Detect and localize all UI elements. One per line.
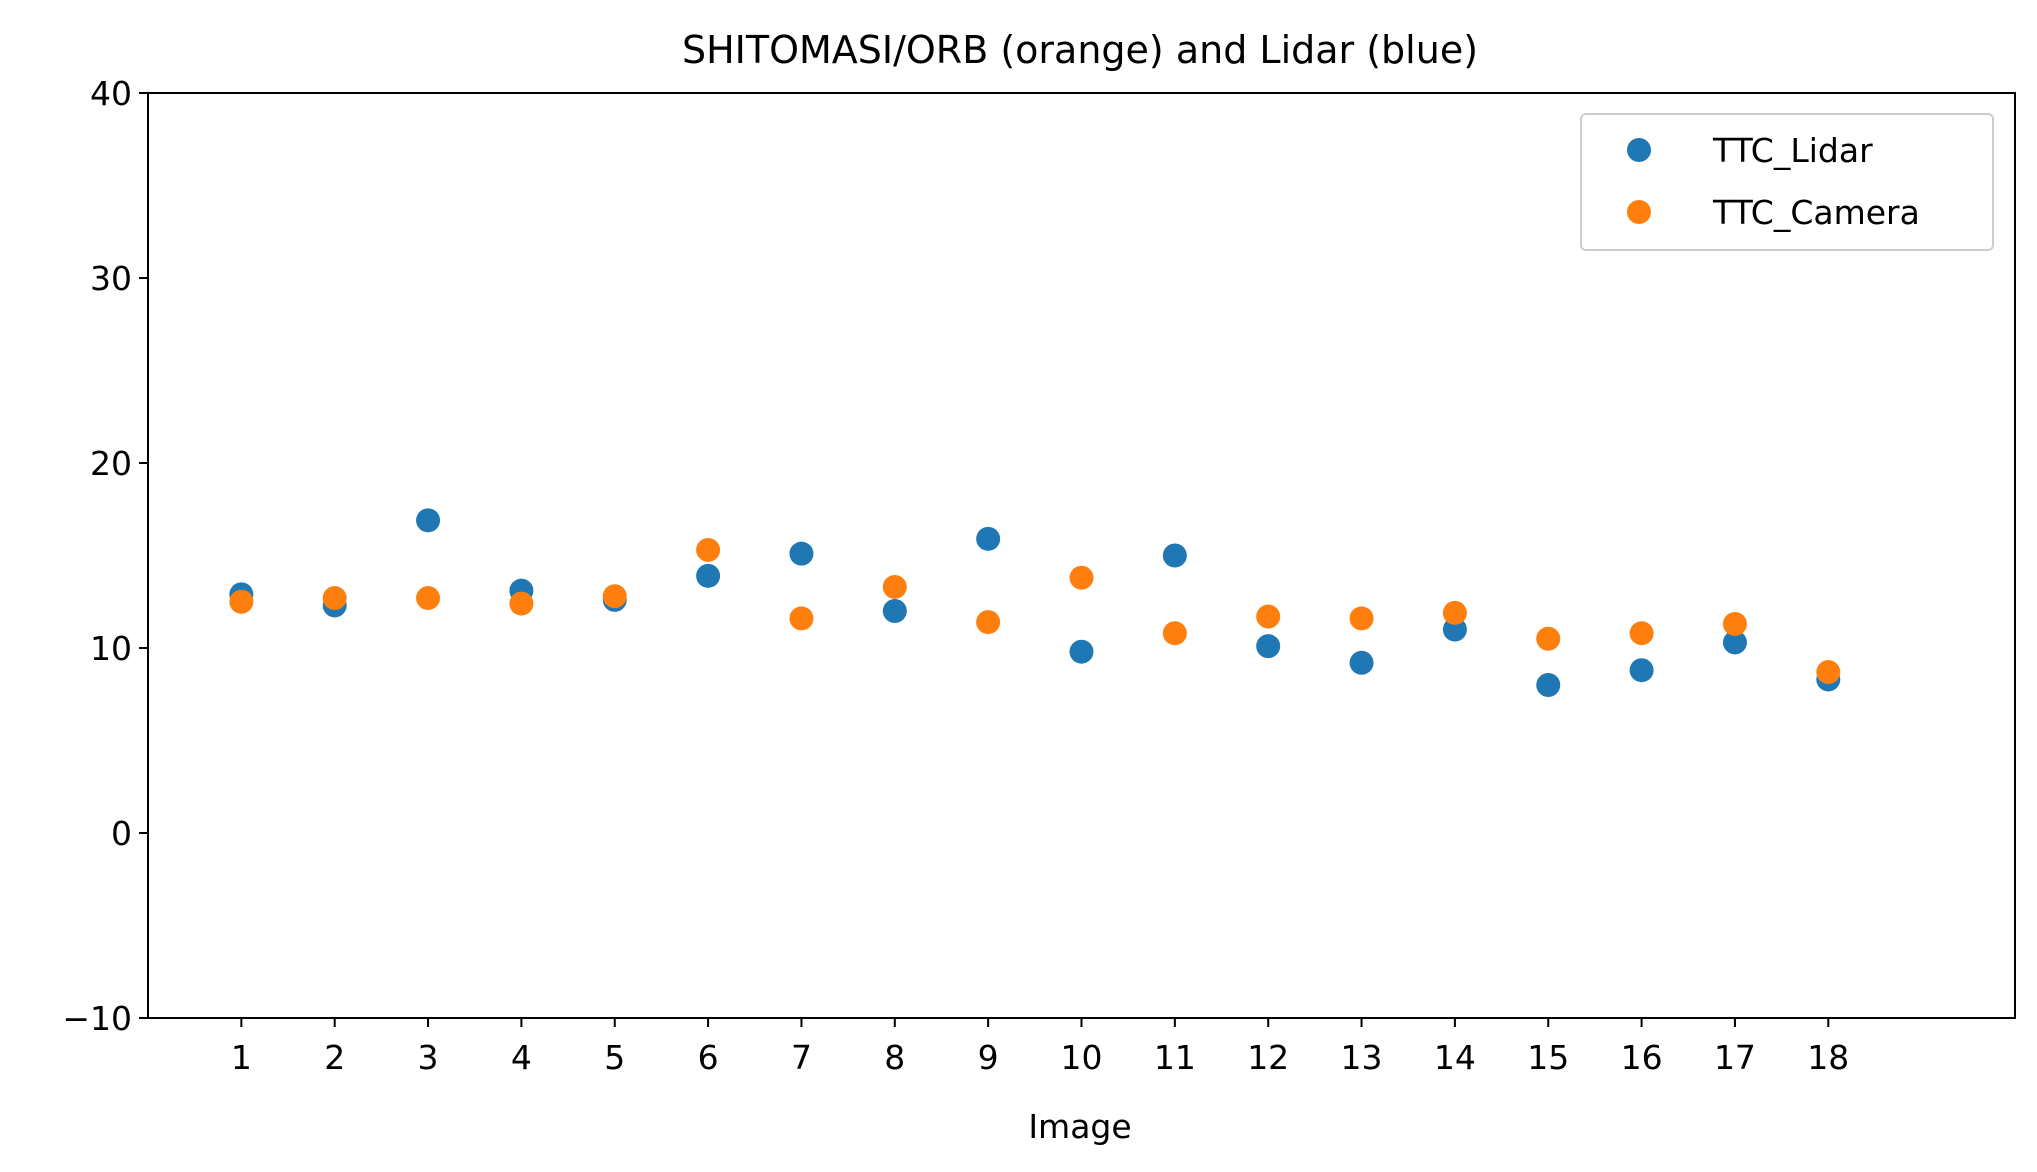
data-point-ttc-camera (602, 584, 627, 609)
legend-label: TTC_Camera (1712, 193, 1920, 232)
x-tick-label: 9 (978, 1038, 999, 1077)
x-tick-label: 4 (511, 1038, 532, 1077)
data-point-ttc-lidar (882, 599, 907, 623)
data-point-ttc-lidar (416, 508, 441, 533)
y-tick-label: 20 (90, 444, 132, 483)
data-point-ttc-lidar (1442, 617, 1467, 642)
legend-box (1580, 113, 1994, 251)
y-tick-label: 40 (90, 74, 132, 113)
data-point-ttc-camera (1069, 565, 1094, 590)
y-tick-label: 30 (90, 259, 132, 298)
legend-label: TTC_Lidar (1712, 131, 1873, 170)
data-point-ttc-camera (1442, 600, 1467, 625)
data-point-ttc-lidar (789, 541, 814, 566)
data-point-ttc-camera (229, 589, 254, 614)
data-point-ttc-lidar (976, 526, 1001, 551)
x-tick-label: 7 (791, 1038, 812, 1077)
data-point-ttc-lidar (1162, 543, 1187, 568)
x-tick-label: 3 (418, 1038, 439, 1077)
x-tick-label: 2 (324, 1038, 345, 1077)
y-tick-label: −10 (62, 999, 132, 1038)
data-point-ttc-camera (976, 610, 1001, 635)
data-point-ttc-camera (322, 586, 347, 611)
data-point-ttc-lidar (1536, 673, 1561, 697)
y-tick-label: 10 (90, 629, 132, 668)
data-point-ttc-camera (882, 574, 907, 599)
data-point-ttc-camera (1816, 660, 1841, 685)
data-point-ttc-lidar (1349, 650, 1374, 675)
data-point-ttc-lidar (1069, 639, 1094, 664)
x-tick-label: 11 (1154, 1038, 1196, 1077)
x-tick-label: 12 (1247, 1038, 1289, 1077)
x-tick-label: 8 (884, 1038, 905, 1077)
x-tick-label: 5 (604, 1038, 625, 1077)
x-tick-label: 16 (1621, 1038, 1663, 1077)
x-tick-label: 17 (1714, 1038, 1756, 1077)
data-point-ttc-lidar (1722, 630, 1747, 655)
x-tick-label: 1 (231, 1038, 252, 1077)
legend-marker (1627, 200, 1651, 224)
data-point-ttc-camera (1722, 611, 1747, 636)
data-point-ttc-lidar (696, 563, 721, 588)
x-tick-label: 13 (1341, 1038, 1383, 1077)
chart-title: SHITOMASI/ORB (orange) and Lidar (blue) (682, 28, 1478, 72)
legend-marker (1627, 138, 1651, 162)
data-point-ttc-camera (1349, 606, 1374, 631)
data-point-ttc-lidar (1629, 658, 1654, 683)
data-point-ttc-camera (509, 591, 534, 616)
data-point-ttc-camera (1536, 626, 1561, 651)
data-point-ttc-lidar (1256, 634, 1281, 659)
x-axis-label: Image (1028, 1107, 1131, 1146)
data-point-ttc-camera (789, 606, 814, 631)
x-tick-label: 6 (698, 1038, 719, 1077)
x-tick-label: 14 (1434, 1038, 1476, 1077)
data-point-ttc-camera (1162, 621, 1187, 646)
x-tick-label: 18 (1807, 1038, 1849, 1077)
data-point-ttc-camera (1629, 621, 1654, 646)
data-point-ttc-camera (696, 537, 721, 562)
data-point-ttc-camera (416, 586, 441, 611)
data-point-ttc-camera (1256, 604, 1281, 629)
y-tick-label: 0 (111, 814, 132, 853)
x-tick-label: 10 (1061, 1038, 1103, 1077)
x-tick-label: 15 (1527, 1038, 1569, 1077)
